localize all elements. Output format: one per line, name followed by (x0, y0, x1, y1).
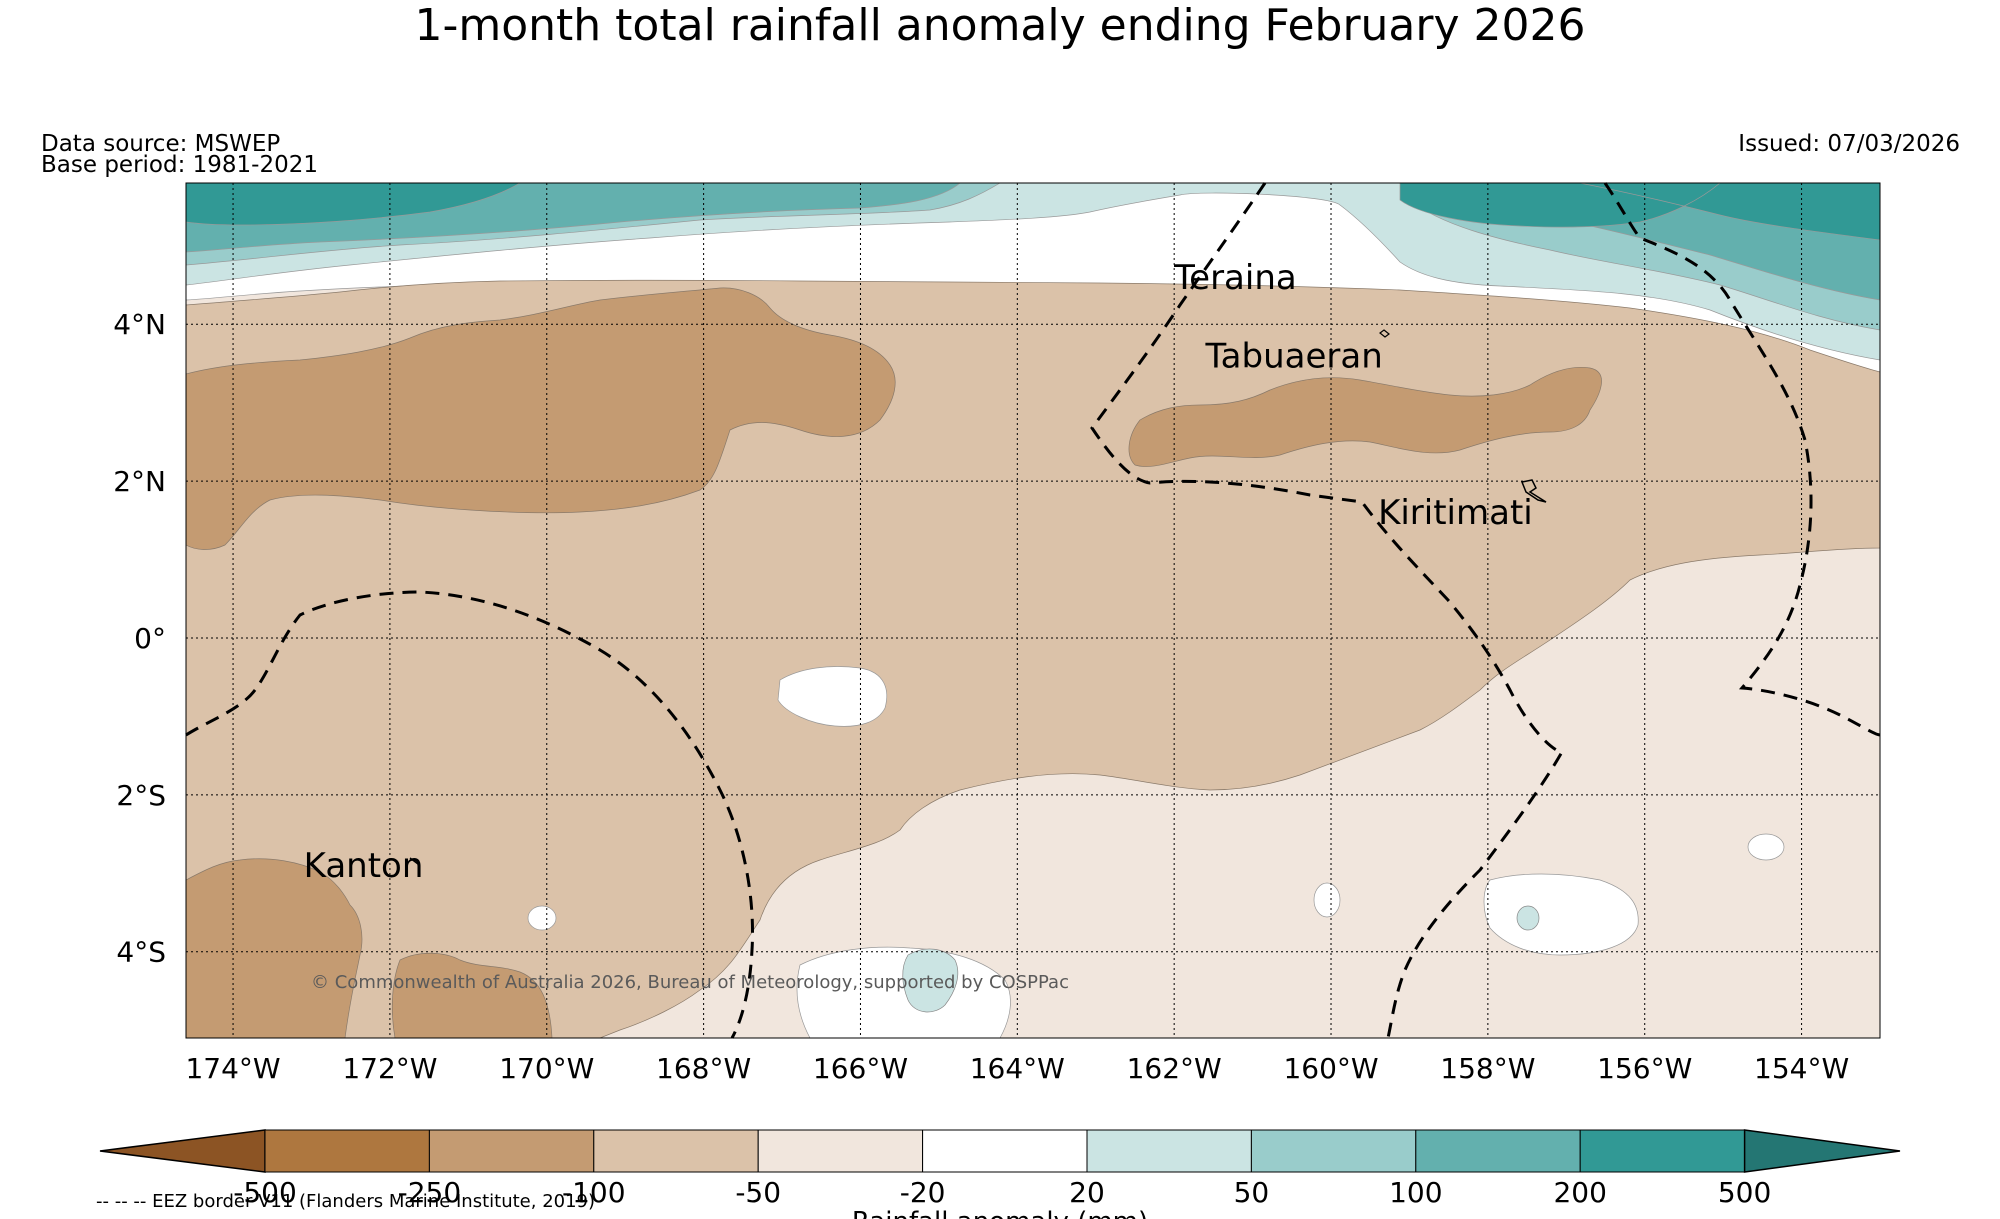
place-label-tabuaeran: Tabuaeran (1205, 336, 1383, 376)
graticule (186, 183, 1880, 1038)
colorbar-swatch (593, 1129, 759, 1173)
neutral-patch-east (1747, 833, 1785, 861)
colorbar-tick-label: 100 (1389, 1176, 1442, 1209)
eez-legend-note: -- -- -- EEZ border V11 (Flanders Marine… (96, 1191, 596, 1212)
colorbar-swatch (757, 1129, 924, 1173)
colorbar-extend-high (1743, 1129, 1901, 1173)
colorbar-tick-label: -100 (562, 1176, 626, 1209)
colorbar-label: Rainfall anomaly (mm) (852, 1207, 1148, 1219)
lon-tick-label: 162°W (1127, 1052, 1222, 1085)
colorbar-tick-label: -250 (398, 1176, 462, 1209)
colorbar-swatch (1250, 1129, 1417, 1173)
anomaly-field (186, 183, 1880, 1038)
lat-tick-label: 2°S (116, 779, 166, 812)
lon-tick-label: 172°W (342, 1052, 437, 1085)
neutral-patch-southeast (1483, 873, 1639, 956)
map-title: 1-month total rainfall anomaly ending Fe… (414, 0, 1586, 51)
neutral-patch-equator (777, 666, 888, 727)
eez-border-phoenix (185, 590, 754, 1039)
colorbar-tick-label: 50 (1234, 1176, 1270, 1209)
colorbar-swatch (264, 1129, 430, 1173)
neutral-patch-small (1313, 882, 1341, 918)
lon-tick-label: 166°W (813, 1052, 908, 1085)
neutral-patch-kanton (527, 905, 557, 931)
lat-tick-label: 0° (134, 622, 166, 655)
place-label-kiritimati: Kiritimati (1378, 493, 1533, 533)
issued-date: Issued: 07/03/2026 (1738, 131, 1960, 157)
data-source: Data source: MSWEP (41, 131, 281, 157)
place-label-teraina: Teraina (1173, 258, 1297, 298)
anomaly-band-dry-line-islands (1128, 367, 1602, 467)
eez-border-line-islands-west (1090, 182, 1565, 1039)
colorbar-swatch (922, 1129, 1088, 1173)
lon-tick-label: 160°W (1283, 1052, 1378, 1085)
colorbar-tick-label: 20 (1069, 1176, 1105, 1209)
colorbar-tick-label: -50 (735, 1176, 781, 1209)
lon-tick-label: 154°W (1754, 1052, 1849, 1085)
lon-tick-label: 174°W (185, 1052, 280, 1085)
anomaly-band-dry-southwest (186, 858, 553, 1038)
eez-borders (185, 182, 1881, 1039)
kiritimati-island-icon (1520, 479, 1547, 503)
colorbar-tick-label: -20 (900, 1176, 946, 1209)
colorbar-swatch (1086, 1129, 1252, 1173)
axis-labels: 4°N 2°N 0° 2°S 4°S 174°W 172°W 170°W 168°W 166°W 1… (113, 308, 1849, 1085)
map-frame (185, 182, 1881, 1039)
eez-border-line-islands-east (1603, 182, 1881, 737)
base-period: Base period: 1981-2021 (41, 152, 319, 178)
wet-spot-southeast (1516, 905, 1540, 931)
lat-tick-label: 4°N (113, 308, 166, 341)
island-outlines (409, 329, 1547, 865)
kanton-island-icon (409, 857, 419, 865)
lat-tick-label: 4°S (116, 936, 166, 969)
wet-spot-south (902, 948, 959, 1013)
colorbar: -500 -250 -100 -50 -20 20 50 100 200 500 (99, 1129, 1901, 1209)
place-label-kanton: Kanton (304, 846, 424, 886)
tabuaeran-island-icon (1379, 329, 1390, 338)
place-labels: Teraina Tabuaeran Kiritimati Kanton (304, 258, 1533, 886)
lon-tick-label: 170°W (499, 1052, 594, 1085)
colorbar-tick-label: 200 (1553, 1176, 1606, 1209)
anomaly-band-dry-north (186, 287, 896, 550)
copyright-notice: © Commonwealth of Australia 2026, Bureau… (311, 972, 1069, 993)
colorbar-tick-label: -500 (233, 1176, 297, 1209)
lon-tick-label: 156°W (1597, 1052, 1692, 1085)
colorbar-tick-label: 500 (1718, 1176, 1771, 1209)
lon-tick-label: 158°W (1440, 1052, 1535, 1085)
lon-tick-label: 168°W (656, 1052, 751, 1085)
colorbar-extend-low (99, 1129, 266, 1173)
colorbar-swatch (428, 1129, 595, 1173)
lat-tick-label: 2°N (113, 465, 166, 498)
wet-band-dark-teal (186, 183, 1880, 241)
colorbar-swatch (1579, 1129, 1746, 1173)
lon-tick-label: 164°W (970, 1052, 1065, 1085)
colorbar-swatch (1415, 1129, 1581, 1173)
